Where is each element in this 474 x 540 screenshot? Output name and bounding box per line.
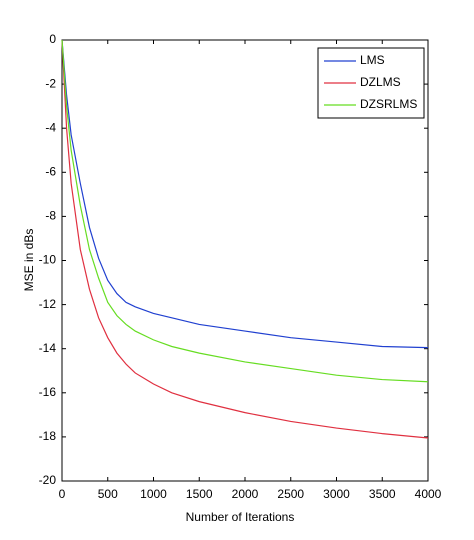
- line-series: [61, 39, 429, 439]
- y-tick-label: -4: [45, 120, 56, 134]
- y-tick-label: -18: [39, 429, 57, 443]
- y-tick-label: -14: [39, 341, 57, 355]
- x-tick-label: 1500: [186, 487, 213, 501]
- line-series: [61, 39, 429, 383]
- x-tick-label: 2500: [277, 487, 304, 501]
- x-tick-label: 2000: [232, 487, 259, 501]
- y-tick-label: -8: [45, 209, 56, 223]
- x-tick-label: 3500: [369, 487, 396, 501]
- y-tick-label: -2: [45, 76, 56, 90]
- x-tick-label: 3000: [323, 487, 350, 501]
- y-tick-label: -6: [45, 164, 56, 178]
- x-tick-label: 0: [59, 487, 66, 501]
- y-tick-label: -12: [39, 297, 57, 311]
- y-tick-label: 0: [49, 32, 56, 46]
- y-tick-label: -16: [39, 385, 57, 399]
- y-tick-label: -10: [39, 253, 57, 267]
- y-axis-label: MSE in dBs: [22, 229, 36, 292]
- x-tick-label: 500: [98, 487, 118, 501]
- legend-label: DZLMS: [360, 75, 401, 89]
- line-series: [61, 39, 429, 349]
- y-tick-label: -20: [39, 473, 57, 487]
- legend-label: DZSRLMS: [360, 97, 417, 111]
- legend-label: LMS: [360, 53, 385, 67]
- x-tick-label: 1000: [140, 487, 167, 501]
- x-tick-label: 4000: [415, 487, 442, 501]
- x-axis-label: Number of Iterations: [186, 510, 295, 524]
